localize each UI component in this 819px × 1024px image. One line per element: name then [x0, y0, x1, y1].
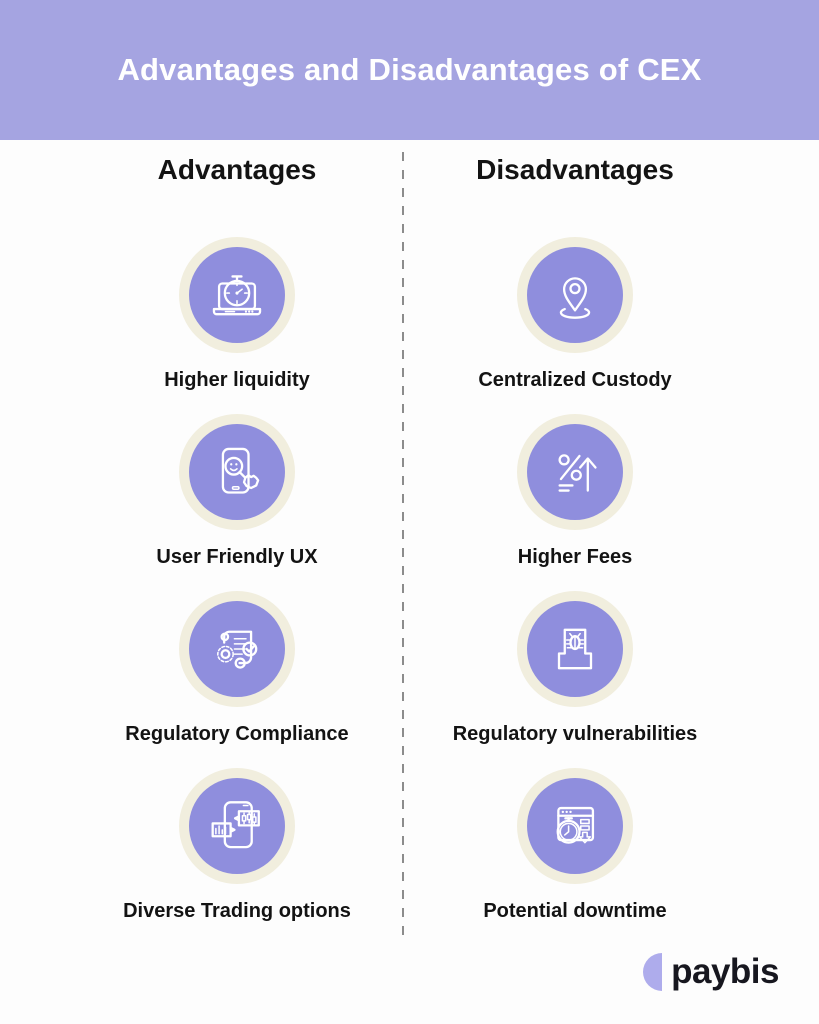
list-item: Regulatory vulnerabilities — [420, 591, 730, 747]
advantages-column: Advantages — [60, 150, 414, 945]
list-item: Centralized Custody — [420, 237, 730, 393]
icon-ring — [179, 768, 295, 884]
brand-name: paybis — [671, 952, 779, 991]
item-label: Potential downtime — [483, 900, 667, 922]
bug-inbox-icon — [527, 601, 623, 697]
list-item: User Friendly UX — [60, 414, 414, 570]
header-banner: Advantages and Disadvantages of CEX — [0, 0, 819, 140]
list-item: Higher Fees — [420, 414, 730, 570]
list-item: Diverse Trading options — [60, 768, 414, 924]
item-label: Centralized Custody — [478, 369, 672, 391]
percent-arrow-up-icon — [527, 424, 623, 520]
list-item: Regulatory Compliance — [60, 591, 414, 747]
list-item: Higher liquidity — [60, 237, 414, 393]
item-label: Higher Fees — [517, 546, 633, 568]
disadvantages-heading: Disadvantages — [476, 154, 674, 185]
item-label: Regulatory vulnerabilities — [452, 723, 698, 745]
icon-ring — [517, 414, 633, 530]
list-item: Potential downtime — [420, 768, 730, 924]
icon-ring — [179, 414, 295, 530]
item-label: User Friendly UX — [156, 546, 318, 568]
location-pin-icon — [527, 247, 623, 343]
advantages-heading: Advantages — [157, 154, 317, 185]
phone-trading-charts-icon — [189, 778, 285, 874]
icon-ring — [179, 237, 295, 353]
column-divider — [402, 152, 404, 942]
paybis-crescent-icon — [643, 953, 663, 991]
browser-clock-download-icon — [527, 778, 623, 874]
icon-ring — [517, 237, 633, 353]
disadvantages-column: Disadvantages Centralized Custody — [420, 150, 730, 945]
item-label: Higher liquidity — [164, 369, 310, 391]
icon-ring — [517, 591, 633, 707]
item-label: Regulatory Compliance — [125, 723, 349, 745]
icon-ring — [517, 768, 633, 884]
icon-ring — [179, 591, 295, 707]
laptop-stopwatch-icon — [189, 247, 285, 343]
brand-logo: paybis — [643, 952, 779, 992]
item-label: Diverse Trading options — [123, 900, 351, 922]
page-title: Advantages and Disadvantages of CEX — [117, 52, 702, 87]
scroll-check-gear-icon — [189, 601, 285, 697]
phone-smiley-cursor-icon — [189, 424, 285, 520]
